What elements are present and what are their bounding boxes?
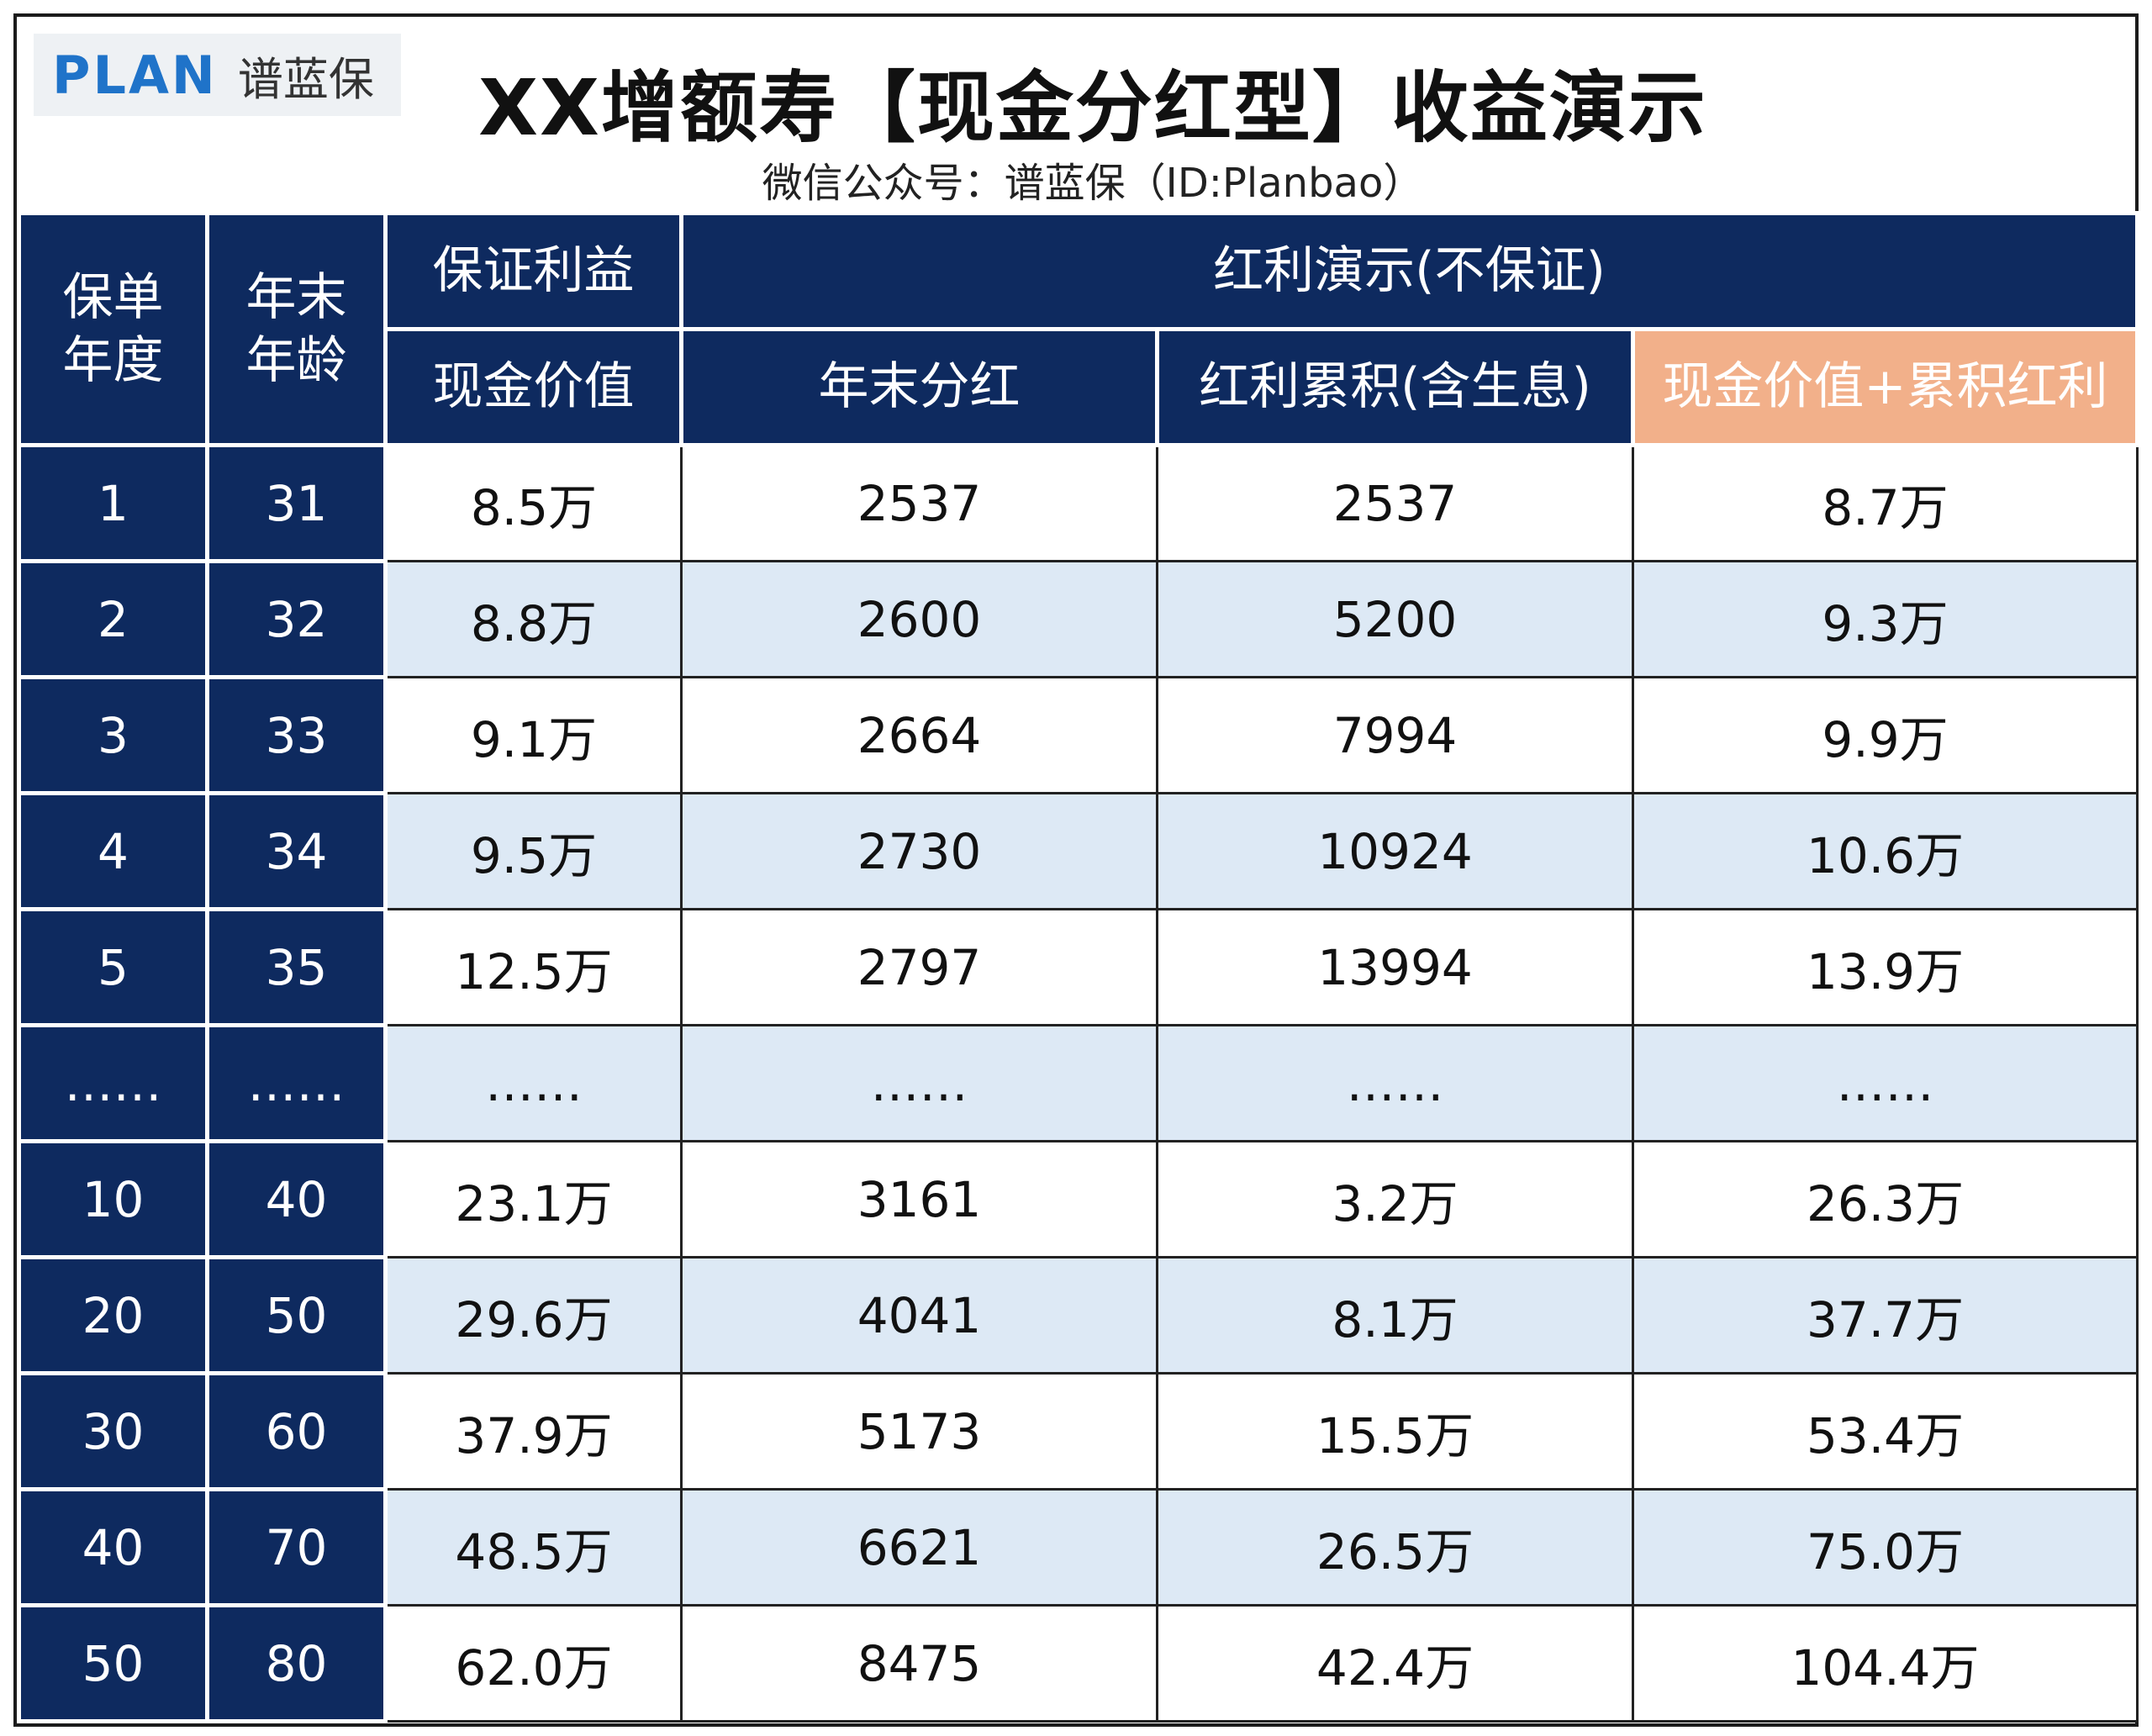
cell-accumulated-bonus: 42.4万: [1156, 1604, 1634, 1723]
cell-age: 32: [205, 559, 388, 679]
table-row: 20 50 29.6万 4041 8.1万 37.7万: [17, 1255, 2139, 1375]
benefit-table: 保单年度 年末年龄 保证利益 红利演示(不保证) 现金价值 年末分红 红利累积(…: [17, 211, 2140, 1723]
header-guaranteed: 保证利益: [383, 211, 683, 331]
cell-accumulated-bonus: 10924: [1156, 792, 1634, 910]
cell-accumulated-bonus: 5200: [1156, 560, 1634, 678]
cell-age: 50: [205, 1255, 388, 1375]
cell-total-value: 13.9万: [1631, 908, 2139, 1026]
table-row: 4 34 9.5万 2730 10924 10.6万: [17, 791, 2139, 911]
cell-cash-value: 62.0万: [384, 1604, 683, 1723]
cell-cash-value: 23.1万: [384, 1140, 683, 1258]
cell-cash-value: 12.5万: [384, 908, 683, 1026]
cell-cash-value: ……: [384, 1024, 683, 1142]
cell-year-end-bonus: 8475: [680, 1604, 1158, 1723]
cell-year: 3: [17, 675, 209, 795]
cell-total-value: 8.7万: [1631, 444, 2139, 562]
cell-year-end-bonus: 6621: [680, 1488, 1158, 1607]
cell-year: ……: [17, 1023, 209, 1143]
cell-accumulated-bonus: 2537: [1156, 444, 1634, 562]
header-bonus-illustration: 红利演示(不保证): [678, 211, 2140, 331]
logo-cn-text: 谱蓝保: [237, 52, 374, 106]
table-row: 3 33 9.1万 2664 7994 9.9万: [17, 675, 2139, 795]
cell-total-value: 10.6万: [1631, 792, 2139, 910]
header-age: 年末年龄: [205, 211, 388, 447]
cell-total-value: 37.7万: [1631, 1256, 2139, 1375]
header: PLAN 谱蓝保 XX增额寿【现金分红型】收益演示 微信公众号：谱蓝保（ID:P…: [17, 17, 2135, 215]
header-policy-year: 保单年度: [17, 211, 209, 447]
cell-year-end-bonus: 2797: [680, 908, 1158, 1026]
cell-year-end-bonus: 2664: [680, 676, 1158, 794]
cell-age: 80: [205, 1603, 388, 1723]
table-row: 1 31 8.5万 2537 2537 8.7万: [17, 443, 2139, 563]
cell-cash-value: 9.1万: [384, 676, 683, 794]
cell-cash-value: 37.9万: [384, 1372, 683, 1491]
cell-age: 33: [205, 675, 388, 795]
illustration-card: PLAN 谱蓝保 XX增额寿【现金分红型】收益演示 微信公众号：谱蓝保（ID:P…: [13, 13, 2140, 1727]
table-row-ellipsis: …… …… …… …… …… ……: [17, 1023, 2139, 1143]
cell-year: 1: [17, 443, 209, 563]
table-row: 40 70 48.5万 6621 26.5万 75.0万: [17, 1487, 2139, 1607]
header-policy-year-label: 保单年度: [62, 267, 164, 390]
page-subtitle: 微信公众号：谱蓝保（ID:Planbao）: [762, 160, 1424, 207]
cell-year-end-bonus: 2600: [680, 560, 1158, 678]
cell-cash-value: 8.5万: [384, 444, 683, 562]
cell-total-value: 104.4万: [1631, 1604, 2139, 1723]
cell-accumulated-bonus: 13994: [1156, 908, 1634, 1026]
header-total-value: 现金价值+累积红利: [1630, 327, 2140, 447]
cell-year: 30: [17, 1371, 209, 1491]
cell-total-value: 9.9万: [1631, 676, 2139, 794]
header-cash-value: 现金价值: [383, 327, 683, 447]
cell-cash-value: 8.8万: [384, 560, 683, 678]
table-row: 5 35 12.5万 2797 13994 13.9万: [17, 907, 2139, 1027]
cell-accumulated-bonus: 3.2万: [1156, 1140, 1634, 1258]
table-row: 50 80 62.0万 8475 42.4万 104.4万: [17, 1603, 2139, 1723]
cell-year: 4: [17, 791, 209, 911]
cell-year-end-bonus: 2537: [680, 444, 1158, 562]
cell-age: 40: [205, 1139, 388, 1259]
cell-accumulated-bonus: 15.5万: [1156, 1372, 1634, 1491]
cell-total-value: ……: [1631, 1024, 2139, 1142]
cell-year: 50: [17, 1603, 209, 1723]
cell-accumulated-bonus: 26.5万: [1156, 1488, 1634, 1607]
cell-age: ……: [205, 1023, 388, 1143]
cell-accumulated-bonus: 8.1万: [1156, 1256, 1634, 1375]
cell-total-value: 53.4万: [1631, 1372, 2139, 1491]
cell-accumulated-bonus: ……: [1156, 1024, 1634, 1142]
cell-age: 35: [205, 907, 388, 1027]
cell-year-end-bonus: 4041: [680, 1256, 1158, 1375]
cell-year: 10: [17, 1139, 209, 1259]
header-accumulated-bonus: 红利累积(含生息): [1155, 327, 1635, 447]
table-row: 10 40 23.1万 3161 3.2万 26.3万: [17, 1139, 2139, 1259]
cell-cash-value: 29.6万: [384, 1256, 683, 1375]
cell-year-end-bonus: 2730: [680, 792, 1158, 910]
cell-year-end-bonus: 5173: [680, 1372, 1158, 1491]
cell-cash-value: 9.5万: [384, 792, 683, 910]
cell-total-value: 75.0万: [1631, 1488, 2139, 1607]
header-age-label: 年末年龄: [245, 267, 347, 390]
header-year-end-bonus: 年末分红: [679, 327, 1159, 447]
table-row: 2 32 8.8万 2600 5200 9.3万: [17, 559, 2139, 679]
cell-accumulated-bonus: 7994: [1156, 676, 1634, 794]
cell-year-end-bonus: 3161: [680, 1140, 1158, 1258]
cell-age: 70: [205, 1487, 388, 1607]
cell-age: 60: [205, 1371, 388, 1491]
page-title: XX增额寿【现金分红型】收益演示: [478, 63, 1707, 153]
cell-total-value: 26.3万: [1631, 1140, 2139, 1258]
logo-plan-text: PLAN: [52, 44, 218, 106]
brand-logo: PLAN 谱蓝保: [34, 34, 401, 116]
cell-year-end-bonus: ……: [680, 1024, 1158, 1142]
cell-year: 2: [17, 559, 209, 679]
cell-year: 40: [17, 1487, 209, 1607]
table-body: 1 31 8.5万 2537 2537 8.7万 2 32 8.8万 2600 …: [17, 443, 2139, 1723]
cell-age: 34: [205, 791, 388, 911]
table-row: 30 60 37.9万 5173 15.5万 53.4万: [17, 1371, 2139, 1491]
cell-year: 5: [17, 907, 209, 1027]
cell-age: 31: [205, 443, 388, 563]
cell-year: 20: [17, 1255, 209, 1375]
cell-cash-value: 48.5万: [384, 1488, 683, 1607]
cell-total-value: 9.3万: [1631, 560, 2139, 678]
